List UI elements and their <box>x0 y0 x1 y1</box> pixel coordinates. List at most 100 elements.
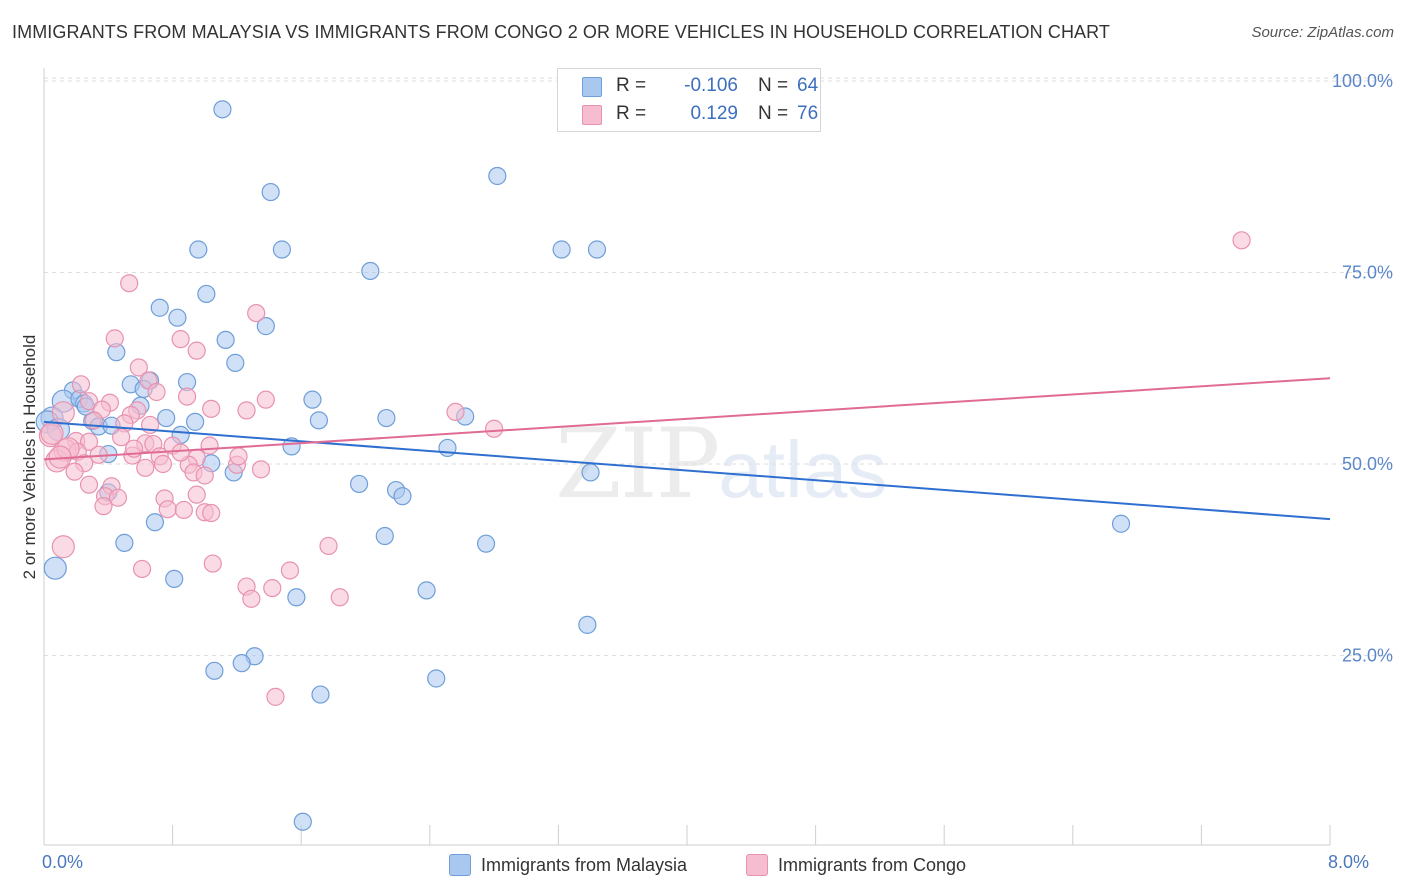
y-tick-labels: 25.0% 50.0% 75.0% 100.0% <box>1332 71 1393 666</box>
congo-point <box>266 687 285 706</box>
r-value: -0.106 <box>684 75 738 96</box>
y-tick-label: 100.0% <box>1332 71 1393 91</box>
y-axis-label: 2 or more Vehicles in Household <box>20 334 39 580</box>
malaysia-point <box>438 438 457 458</box>
congo-point <box>237 401 256 420</box>
malaysia-point <box>311 685 330 704</box>
malaysia-point <box>232 654 251 673</box>
congo-point <box>174 500 193 520</box>
chart-title: IMMIGRANTS FROM MALAYSIA VS IMMIGRANTS F… <box>12 22 1111 42</box>
congo-point <box>256 390 275 409</box>
malaysia-point <box>375 526 394 546</box>
malaysia-point <box>115 533 134 552</box>
malaysia-point <box>213 100 232 119</box>
congo-point <box>108 488 128 507</box>
malaysia-point <box>377 408 396 428</box>
congo-point <box>319 536 338 556</box>
malaysia-point <box>272 240 292 259</box>
congo-point <box>79 475 99 494</box>
congo-point <box>153 454 173 474</box>
congo-point <box>65 462 84 481</box>
congo-point <box>136 458 155 477</box>
malaysia-point <box>145 513 165 532</box>
congo-point <box>187 485 206 504</box>
malaysia-point <box>189 240 208 259</box>
legend-label-congo: Immigrants from Congo <box>778 855 967 875</box>
malaysia-point <box>216 330 235 350</box>
r-value: 0.129 <box>690 103 738 124</box>
x-tick-label-max: 8.0% <box>1328 852 1370 872</box>
malaysia-point <box>1111 514 1131 533</box>
congo-point <box>129 358 148 377</box>
grid-lines <box>44 77 1392 656</box>
congo-point <box>263 578 282 598</box>
congo-point <box>120 274 139 293</box>
malaysia-point <box>165 569 184 589</box>
congo-point <box>187 341 206 360</box>
congo-point <box>79 392 99 411</box>
chart-legend: Immigrants from Malaysia Immigrants from… <box>0 852 1406 878</box>
r-label: R = <box>616 103 647 124</box>
malaysia-point <box>205 661 224 680</box>
malaysia-point <box>282 437 301 456</box>
n-label: N = <box>758 75 789 96</box>
trend-lines <box>43 377 1331 521</box>
trend-line-congo <box>43 377 1331 461</box>
malaysia-point <box>552 240 571 259</box>
malaysia-point <box>417 581 436 600</box>
congo-point <box>202 503 221 523</box>
n-label: N = <box>758 103 789 124</box>
series-congo-points <box>38 231 1251 706</box>
malaysia-legend-swatch <box>449 854 471 876</box>
congo-point <box>1232 231 1251 250</box>
congo-point <box>147 382 166 402</box>
r-label: R = <box>616 75 647 96</box>
axes <box>43 68 1331 846</box>
trend-line-malaysia <box>43 420 1331 521</box>
malaysia-point <box>361 261 380 281</box>
malaysia-point <box>427 669 446 688</box>
malaysia-point <box>197 284 216 304</box>
y-tick-label: 75.0% <box>1342 263 1393 283</box>
malaysia-point <box>587 240 607 259</box>
congo-point <box>200 436 219 455</box>
congo-point <box>195 466 214 485</box>
congo-point <box>51 535 75 559</box>
congo-point <box>229 447 248 466</box>
congo-point <box>446 402 465 422</box>
malaysia-point <box>309 411 328 430</box>
congo-point <box>158 500 177 519</box>
malaysia-point <box>186 412 205 431</box>
stats-legend-box: R = -0.106 N = 64 R = 0.129 N = 76 <box>557 68 821 132</box>
malaysia-point <box>393 487 412 506</box>
congo-point <box>280 561 300 580</box>
congo-legend-swatch <box>746 854 768 876</box>
congo-point <box>251 460 271 479</box>
malaysia-point <box>303 390 322 409</box>
x-tick-label-min: 0.0% <box>42 852 84 872</box>
congo-point <box>242 589 261 608</box>
congo-point <box>105 329 124 348</box>
congo-point <box>51 401 75 425</box>
n-value: 76 <box>797 103 819 124</box>
congo-point <box>71 375 91 394</box>
malaysia-point <box>287 588 306 607</box>
source-credit: Source: ZipAtlas.com <box>1251 24 1394 41</box>
malaysia-point <box>150 298 169 317</box>
malaysia-point <box>261 182 280 202</box>
malaysia-point <box>349 474 369 494</box>
congo-point <box>485 419 504 438</box>
malaysia-swatch <box>582 77 602 97</box>
y-tick-label: 25.0% <box>1342 646 1393 666</box>
malaysia-point <box>256 317 275 336</box>
congo-point <box>132 559 152 579</box>
malaysia-point <box>488 166 507 186</box>
malaysia-point <box>157 408 176 428</box>
malaysia-point <box>293 812 312 831</box>
malaysia-point <box>476 534 496 553</box>
malaysia-point <box>226 353 245 372</box>
congo-point <box>247 303 266 323</box>
congo-point <box>177 387 197 406</box>
congo-point <box>171 330 190 349</box>
